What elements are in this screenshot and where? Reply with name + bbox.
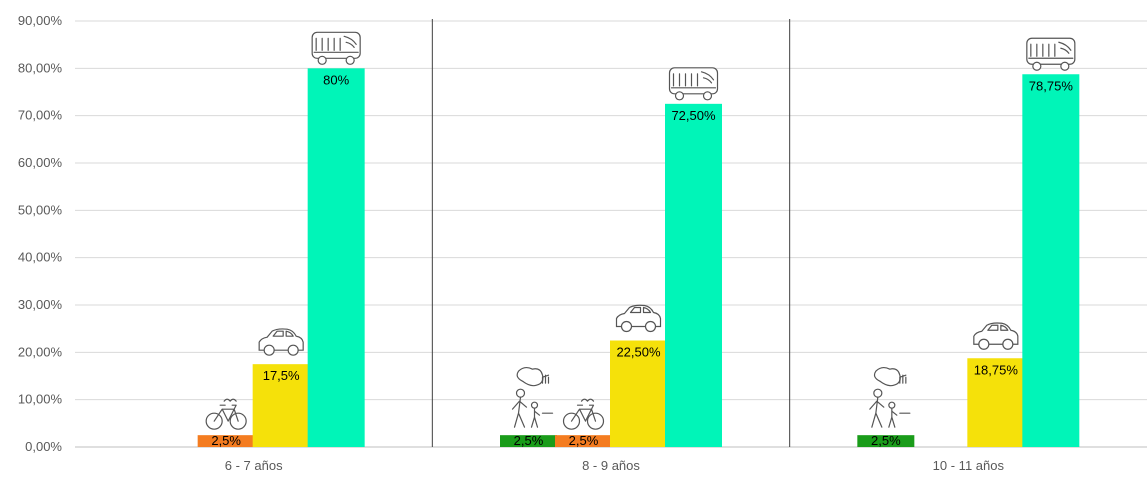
y-tick-label: 80,00% <box>18 60 63 75</box>
y-tick-label: 60,00% <box>18 155 63 170</box>
y-tick-label: 20,00% <box>18 344 63 359</box>
bus-icon <box>668 67 719 101</box>
bus-icon <box>311 31 361 65</box>
bar <box>197 435 255 447</box>
y-tick-label: 90,00% <box>18 13 63 28</box>
bar <box>857 435 915 447</box>
y-tick-label: 30,00% <box>18 297 63 312</box>
data-label: 72,50% <box>671 108 716 123</box>
data-label: 2,5% <box>514 433 544 448</box>
bicycle-icon <box>562 398 605 430</box>
bar <box>1022 74 1080 447</box>
y-tick-label: 0,00% <box>25 439 62 454</box>
bicycle-icon <box>205 398 247 430</box>
category-label: 6 - 7 años <box>225 458 283 473</box>
data-label: 80% <box>323 72 349 87</box>
data-label: 18,75% <box>974 362 1019 377</box>
bar <box>555 435 612 447</box>
category-label: 8 - 9 años <box>582 458 640 473</box>
bus-icon <box>1026 37 1076 71</box>
bar <box>967 358 1025 447</box>
data-label: 2,5% <box>871 433 901 448</box>
data-label: 2,5% <box>569 433 599 448</box>
y-tick-label: 40,00% <box>18 250 63 265</box>
data-label: 17,5% <box>263 368 300 383</box>
car-icon <box>973 322 1019 350</box>
y-tick-label: 70,00% <box>18 108 63 123</box>
bar <box>610 340 667 447</box>
bar <box>665 103 722 447</box>
car-icon <box>615 304 662 333</box>
bar <box>252 364 310 447</box>
y-tick-label: 10,00% <box>18 392 63 407</box>
car-icon <box>258 328 304 356</box>
data-label: 22,50% <box>616 345 661 360</box>
bar <box>500 435 557 447</box>
data-label: 2,5% <box>211 433 241 448</box>
walking-person-icon <box>511 366 554 428</box>
bar <box>307 68 365 447</box>
data-label: 78,75% <box>1029 78 1074 93</box>
y-tick-label: 50,00% <box>18 202 63 217</box>
category-label: 10 - 11 años <box>933 458 1005 473</box>
walking-person-icon <box>869 366 911 428</box>
